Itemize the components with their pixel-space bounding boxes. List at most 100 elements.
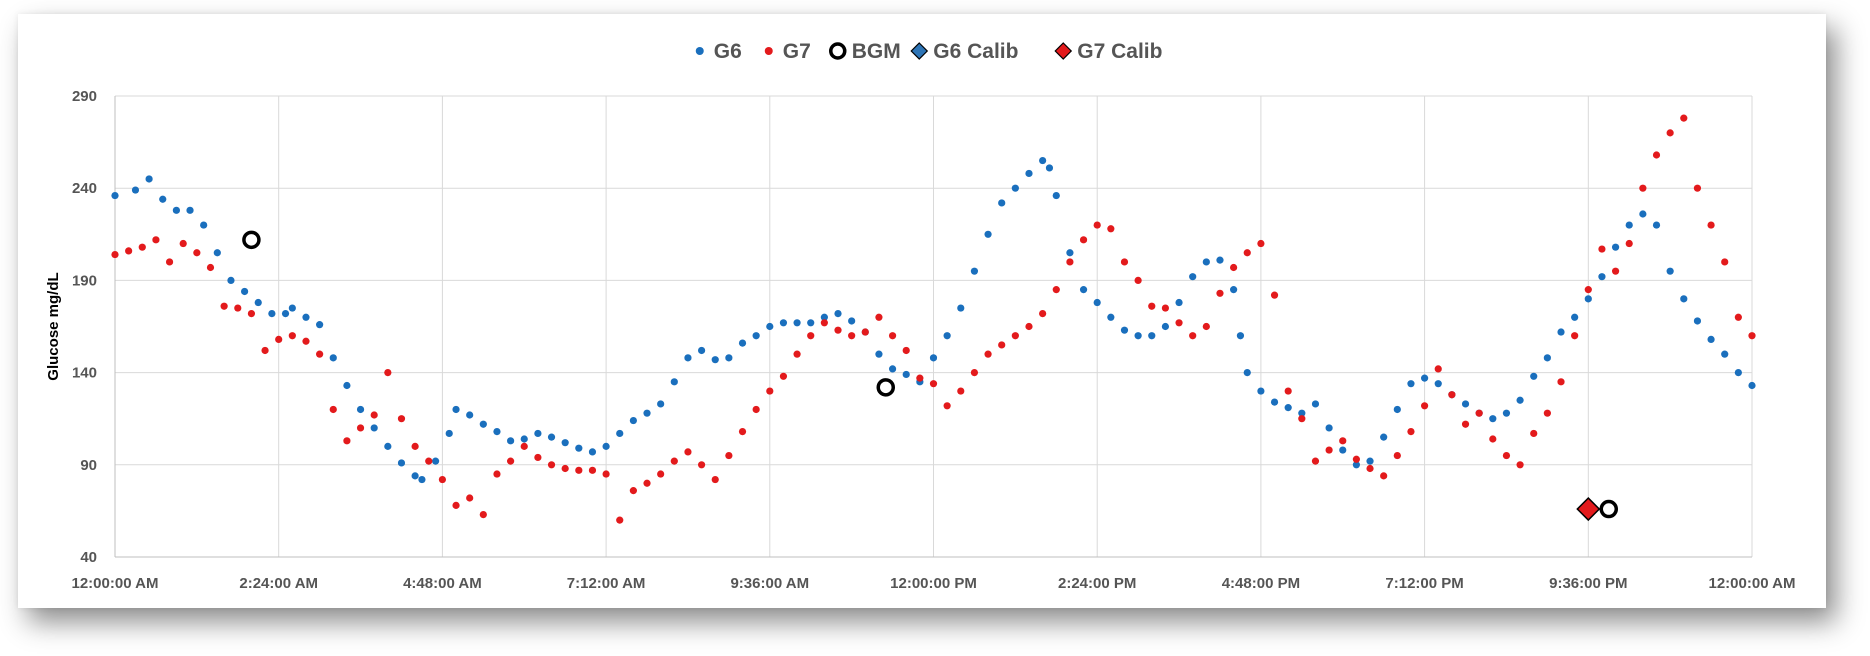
data-point: [1243, 249, 1251, 257]
data-point: [1680, 295, 1688, 303]
series-bgm: [242, 230, 1619, 519]
series-g6: [111, 156, 1756, 484]
data-point: [1393, 451, 1401, 460]
data-point: [411, 442, 419, 450]
data-point: [507, 437, 515, 445]
data-point: [200, 221, 208, 229]
data-point: [1366, 457, 1374, 465]
data-point: [1148, 332, 1156, 340]
data-point: [1216, 256, 1224, 264]
data-point: [1571, 332, 1579, 340]
data-point: [343, 437, 351, 445]
data-point: [1052, 286, 1060, 294]
data-point: [820, 319, 828, 327]
data-point: [1748, 332, 1756, 340]
data-point: [1571, 313, 1579, 321]
data-point: [1611, 267, 1620, 275]
data-point: [1666, 267, 1674, 275]
data-point: [466, 494, 474, 502]
data-point: [643, 409, 651, 417]
data-point: [1107, 225, 1115, 233]
x-tick-label: 9:36:00 PM: [1549, 575, 1627, 592]
legend-item-g6: G6: [695, 40, 742, 63]
series-g7: [111, 114, 1756, 524]
data-point: [1475, 409, 1483, 417]
data-point: [131, 186, 140, 194]
data-point: [316, 321, 324, 329]
data-point: [534, 429, 542, 438]
data-point: [1576, 496, 1601, 522]
data-point: [793, 350, 801, 358]
data-point: [943, 402, 951, 410]
data-point: [1175, 319, 1183, 327]
data-point: [1734, 369, 1742, 377]
data-point: [1148, 302, 1156, 310]
data-point: [268, 309, 276, 318]
data-point: [643, 479, 651, 487]
data-point: [561, 464, 569, 473]
data-point: [356, 424, 365, 432]
data-point: [1011, 332, 1019, 340]
data-point: [957, 304, 965, 312]
data-point: [888, 365, 897, 373]
data-point: [1543, 354, 1551, 362]
data-point: [1311, 400, 1320, 408]
data-point: [206, 263, 215, 272]
data-point: [1461, 420, 1470, 428]
data-point: [1721, 258, 1729, 266]
data-point: [1352, 455, 1360, 463]
data-point: [431, 457, 440, 465]
data-point: [1284, 387, 1292, 395]
data-point: [534, 453, 542, 462]
data-point: [1298, 409, 1306, 417]
legend-marker: [764, 47, 773, 55]
data-point: [848, 317, 856, 325]
data-point: [1461, 400, 1470, 408]
data-point: [1516, 396, 1524, 404]
data-point: [227, 276, 235, 284]
data-point: [697, 346, 706, 355]
data-point: [1325, 446, 1333, 454]
data-point: [302, 337, 310, 345]
data-point: [1489, 415, 1497, 423]
data-point: [247, 309, 256, 318]
data-point: [916, 374, 924, 382]
data-point: [793, 319, 801, 327]
data-point: [1352, 461, 1360, 469]
data-point: [1380, 472, 1388, 480]
data-point: [1025, 322, 1033, 331]
data-point: [1502, 451, 1511, 460]
data-point: [1134, 332, 1142, 340]
data-point: [1189, 332, 1197, 340]
data-point: [172, 206, 180, 214]
data-point: [1448, 391, 1456, 399]
x-tick-label: 7:12:00 PM: [1385, 575, 1463, 592]
data-point: [1557, 328, 1565, 336]
data-point: [466, 411, 474, 419]
gridlines: [114, 95, 1753, 558]
data-point: [165, 258, 174, 266]
data-point: [152, 236, 160, 244]
data-point: [493, 428, 501, 436]
data-point: [1066, 258, 1074, 266]
data-point: [179, 239, 187, 248]
data-point: [186, 206, 194, 214]
data-point: [943, 332, 951, 340]
data-point: [1734, 313, 1742, 321]
data-point: [479, 510, 487, 519]
data-point: [657, 400, 665, 408]
data-point: [957, 387, 965, 395]
data-point: [984, 350, 992, 358]
data-point: [1339, 446, 1347, 454]
data-point: [1066, 249, 1074, 257]
data-point: [561, 439, 569, 447]
x-tick-label: 12:00:00 AM: [1709, 575, 1796, 592]
data-point: [1270, 291, 1279, 299]
y-tick-label: 190: [72, 272, 97, 289]
data-point: [329, 354, 337, 362]
data-point: [479, 420, 487, 428]
data-point: [875, 350, 883, 358]
data-point: [1202, 258, 1210, 266]
data-point: [1707, 335, 1715, 344]
data-point: [254, 298, 262, 307]
